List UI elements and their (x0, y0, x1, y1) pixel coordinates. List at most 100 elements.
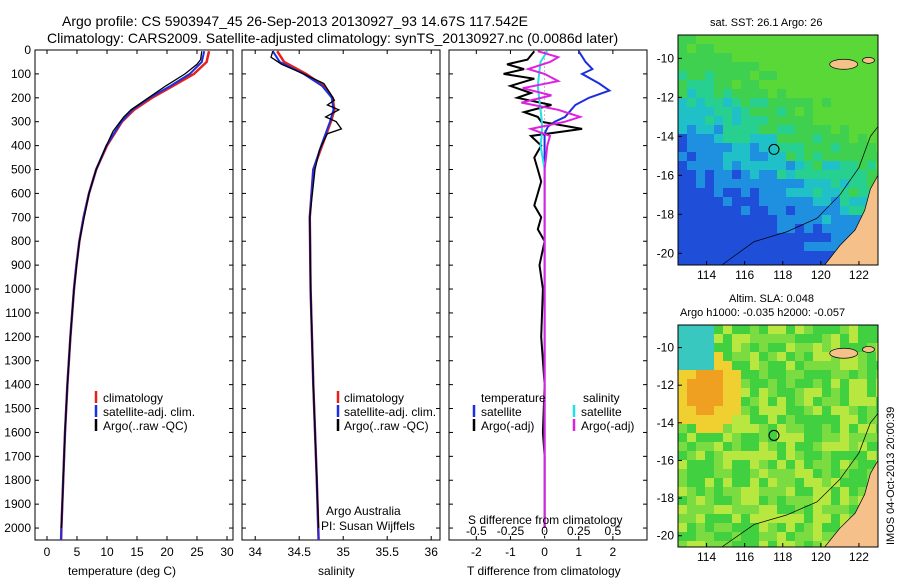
sst_map-cell (696, 98, 705, 107)
sla_map-cell (795, 460, 804, 469)
sla_map-cell (822, 406, 831, 415)
sst_map-cell (714, 143, 723, 152)
sst_map-cell (732, 188, 741, 197)
sst_map-cell (732, 152, 741, 161)
sla_map-cell (759, 469, 768, 478)
sst_map-cell (750, 260, 759, 265)
sst_map-cell (795, 161, 804, 170)
sst_map-cell (795, 206, 804, 215)
sla_map-cell (831, 388, 840, 397)
sla_map-cell (705, 505, 714, 514)
sla_map-cell (678, 415, 687, 424)
maps-layer: 114 116 118 120 122 -10 -12 -14 -16 -18 -20 114 116 1… (657, 34, 879, 564)
sst_map-cell (777, 260, 786, 265)
sla_map-cell (840, 334, 849, 343)
sst_map-cell (804, 53, 813, 62)
sla_map-cell (678, 460, 687, 469)
sla_map-cell (840, 442, 849, 451)
sla_map-cell (768, 343, 777, 352)
sla_map-cell (777, 478, 786, 487)
sla_map-cell (714, 478, 723, 487)
sst_map-cell (813, 107, 822, 116)
sla_map-cell (813, 361, 822, 370)
sla_map-cell (687, 496, 696, 505)
sst_map-cell (732, 179, 741, 188)
sst_map-cell (804, 251, 813, 260)
sst_map-cell (741, 170, 750, 179)
sla_map-cell (804, 514, 813, 523)
sst_map-cell (858, 152, 867, 161)
sla_map-cell (831, 451, 840, 460)
sla_map-cell (723, 325, 732, 334)
sst_map-cell (750, 71, 759, 80)
sst_map-cell (741, 71, 750, 80)
sst_map-cell (786, 44, 795, 53)
sla_map-cell (813, 496, 822, 505)
diff-legend-s-satellite: satellite (581, 405, 622, 419)
salinity-xtick-label: 36 (425, 545, 439, 559)
sla_map-cell (678, 325, 687, 334)
sla_map-cell (804, 478, 813, 487)
sst_map-cell (759, 116, 768, 125)
sst_map-cell (876, 152, 878, 161)
sla_map-cell (696, 361, 705, 370)
sst_map-cell (750, 197, 759, 206)
sla_map-cell (858, 325, 867, 334)
sst_map-cell (741, 62, 750, 71)
sst_map-cell (804, 152, 813, 161)
sst_map-cell (813, 242, 822, 251)
sla_map-cell (732, 478, 741, 487)
sla_map-cell (867, 388, 876, 397)
sst_map-cell (723, 107, 732, 116)
temperature-series-group (59, 50, 211, 540)
sla_map-cell (831, 460, 840, 469)
sla_map-cell (831, 487, 840, 496)
sst_map-cell (795, 215, 804, 224)
sst_map-cell (714, 197, 723, 206)
sst_map-cell (687, 80, 696, 89)
sla_map-cell (786, 478, 795, 487)
sst_map-xtick-label: 120 (811, 268, 831, 282)
sst_map-cell (687, 71, 696, 80)
sla_map-cell (759, 433, 768, 442)
salinity-xtick-label: 35 (337, 545, 351, 559)
sst_map-cell (759, 71, 768, 80)
sla_map-cell (687, 541, 696, 547)
sla_map-cell (777, 361, 786, 370)
sla_map-cell (723, 514, 732, 523)
sst_map-cell (867, 116, 876, 125)
sst_map-cell (804, 80, 813, 89)
sla_map-cell (750, 523, 759, 532)
sst_map-cell (813, 35, 822, 44)
sla_map-cell (741, 541, 750, 547)
sla_map-cell (831, 370, 840, 379)
depth-tick-label: 0 (24, 43, 31, 57)
sst_map-cell (804, 62, 813, 71)
sst_map-cell (723, 62, 732, 71)
sst_map-cell (822, 188, 831, 197)
sla_map-cell (840, 343, 849, 352)
sla_map-cell (678, 532, 687, 541)
sla_map-cell (714, 541, 723, 547)
sst_map-cell (705, 44, 714, 53)
sst_map-cell (840, 215, 849, 224)
sla_map-cell (768, 505, 777, 514)
sla_map-cell (696, 415, 705, 424)
sla_map-cell (777, 352, 786, 361)
sla_map-cell (777, 370, 786, 379)
sla_map-cell (678, 424, 687, 433)
sla_map-cell (750, 532, 759, 541)
sla_map-cell (849, 361, 858, 370)
sla_map-cell (858, 370, 867, 379)
sla_map-cell (759, 343, 768, 352)
sst_map-cell (723, 206, 732, 215)
sla_map-cell (876, 334, 878, 343)
sla_map-cell (696, 334, 705, 343)
sst_map-cell (750, 116, 759, 125)
sla_map-xtick-label: 118 (773, 550, 792, 564)
sla_map-cell (741, 352, 750, 361)
sla_map-cell (732, 514, 741, 523)
sst_map-cell (777, 242, 786, 251)
sla_map-cell (876, 388, 878, 397)
